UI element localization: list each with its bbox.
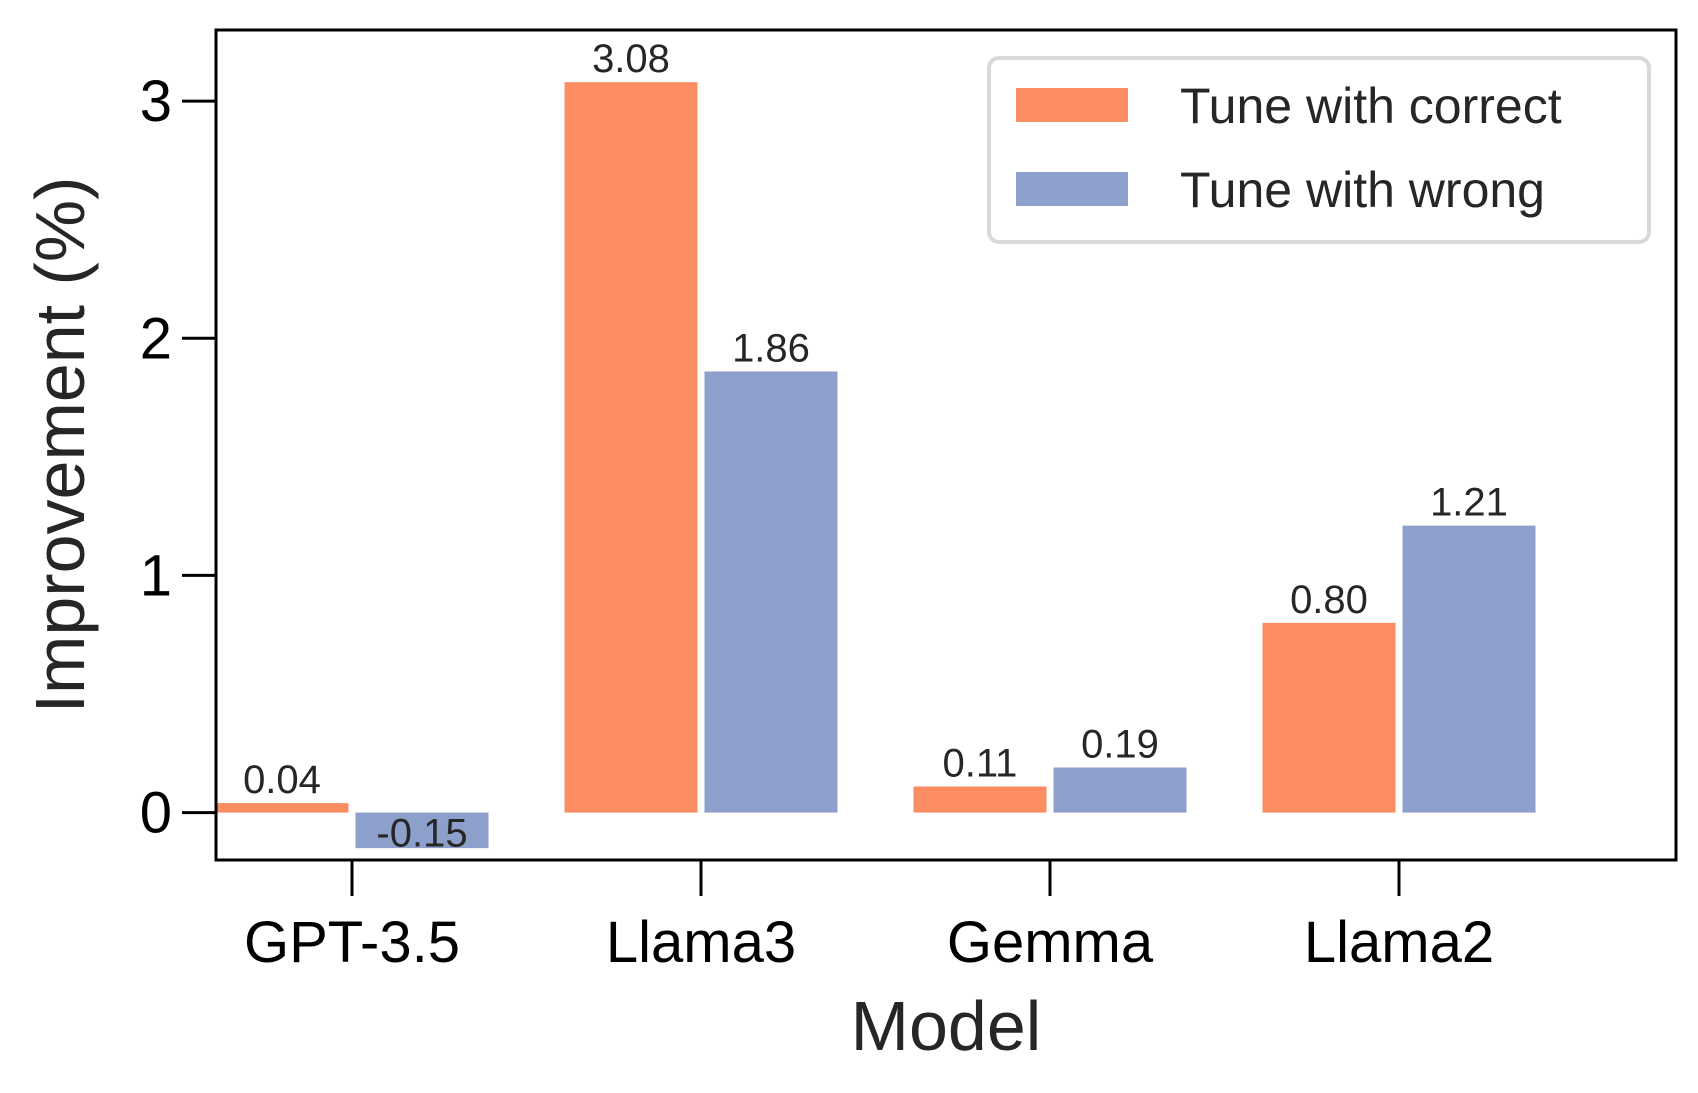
x-axis: GPT-3.5 Llama3 Gemma Llama2	[244, 860, 1494, 975]
legend: Tune with correct Tune with wrong	[987, 56, 1651, 244]
bar-tune-with-correct-gemma	[913, 786, 1047, 813]
bar-tune-with-correct-llama2	[1262, 622, 1396, 813]
x-tick-label-llama3: Llama3	[606, 910, 796, 975]
bar-tune-with-correct-llama3	[564, 82, 698, 813]
data-label-tune-with-correct-llama3: 3.08	[592, 37, 670, 81]
bar-tune-with-wrong-gemma	[1053, 767, 1187, 813]
data-label-tune-with-correct-llama2: 0.80	[1290, 578, 1368, 622]
y-tick-label: 1	[140, 543, 172, 608]
data-label-tune-with-wrong-llama2: 1.21	[1430, 481, 1508, 525]
bar-tune-with-correct-gpt-3-5	[215, 803, 349, 813]
data-label-tune-with-wrong-gemma: 0.19	[1081, 723, 1159, 767]
x-tick-label-gpt-3-5: GPT-3.5	[244, 910, 460, 975]
x-tick-label-gemma: Gemma	[947, 910, 1154, 975]
x-axis-title: Model	[851, 987, 1042, 1065]
bar-tune-with-wrong-llama3	[704, 371, 838, 813]
y-tick-label: 0	[140, 781, 172, 846]
legend-box	[987, 56, 1651, 244]
x-tick-label-llama2: Llama2	[1304, 910, 1494, 975]
legend-swatch-tune-with-wrong	[1016, 172, 1128, 206]
legend-label-tune-with-correct: Tune with correct	[1180, 78, 1562, 134]
data-label-tune-with-correct-gemma: 0.11	[943, 741, 1018, 785]
y-axis: 0 1 2 3	[140, 69, 216, 846]
bars-layer	[215, 82, 1536, 849]
plot-frame	[214, 28, 1678, 862]
bar-tune-with-wrong-gpt-3-5	[355, 812, 489, 849]
bar-tune-with-wrong-llama2	[1402, 525, 1536, 813]
legend-swatch-tune-with-correct	[1016, 88, 1128, 122]
data-label-tune-with-wrong-gpt-3-5: -0.15	[376, 812, 467, 856]
y-axis-title: Improvement (%)	[21, 177, 99, 714]
y-tick-label: 2	[140, 306, 172, 371]
legend-label-tune-with-wrong: Tune with wrong	[1180, 162, 1545, 218]
data-label-tune-with-correct-gpt-3-5: 0.04	[243, 758, 321, 802]
data-labels-layer: 0.04 3.08 0.11 0.80 -0.15 1.86 0.19 1.21	[243, 37, 1508, 855]
data-label-tune-with-wrong-llama3: 1.86	[732, 326, 810, 370]
y-tick-label: 3	[140, 69, 172, 134]
